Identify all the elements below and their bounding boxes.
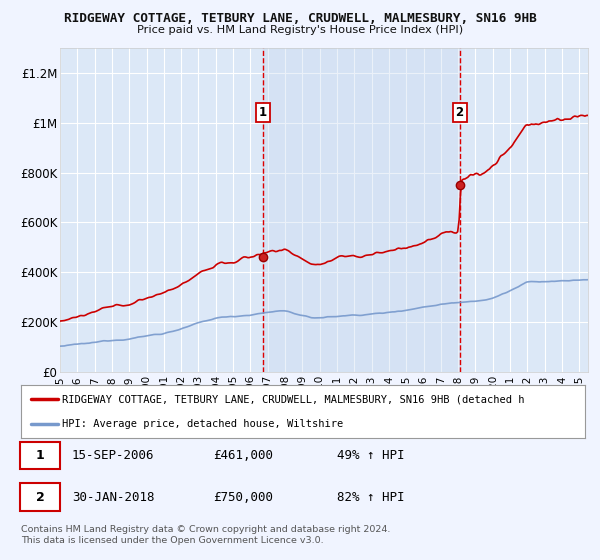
Text: 15-SEP-2006: 15-SEP-2006: [72, 449, 154, 462]
Text: 2: 2: [36, 491, 44, 503]
Text: Price paid vs. HM Land Registry's House Price Index (HPI): Price paid vs. HM Land Registry's House …: [137, 25, 463, 35]
Text: RIDGEWAY COTTAGE, TETBURY LANE, CRUDWELL, MALMESBURY, SN16 9HB (detached h: RIDGEWAY COTTAGE, TETBURY LANE, CRUDWELL…: [62, 394, 524, 404]
Text: 1: 1: [36, 449, 44, 462]
Text: RIDGEWAY COTTAGE, TETBURY LANE, CRUDWELL, MALMESBURY, SN16 9HB: RIDGEWAY COTTAGE, TETBURY LANE, CRUDWELL…: [64, 12, 536, 25]
Text: HPI: Average price, detached house, Wiltshire: HPI: Average price, detached house, Wilt…: [62, 418, 343, 428]
Bar: [263, 48, 460, 372]
FancyBboxPatch shape: [20, 442, 61, 469]
Text: 49% ↑ HPI: 49% ↑ HPI: [337, 449, 404, 462]
Text: 2: 2: [455, 106, 464, 119]
Text: 82% ↑ HPI: 82% ↑ HPI: [337, 491, 404, 503]
Text: £461,000: £461,000: [213, 449, 273, 462]
Text: 1: 1: [259, 106, 267, 119]
Text: £750,000: £750,000: [213, 491, 273, 503]
Text: Contains HM Land Registry data © Crown copyright and database right 2024.
This d: Contains HM Land Registry data © Crown c…: [21, 525, 391, 545]
Text: 30-JAN-2018: 30-JAN-2018: [72, 491, 154, 503]
FancyBboxPatch shape: [20, 483, 61, 511]
